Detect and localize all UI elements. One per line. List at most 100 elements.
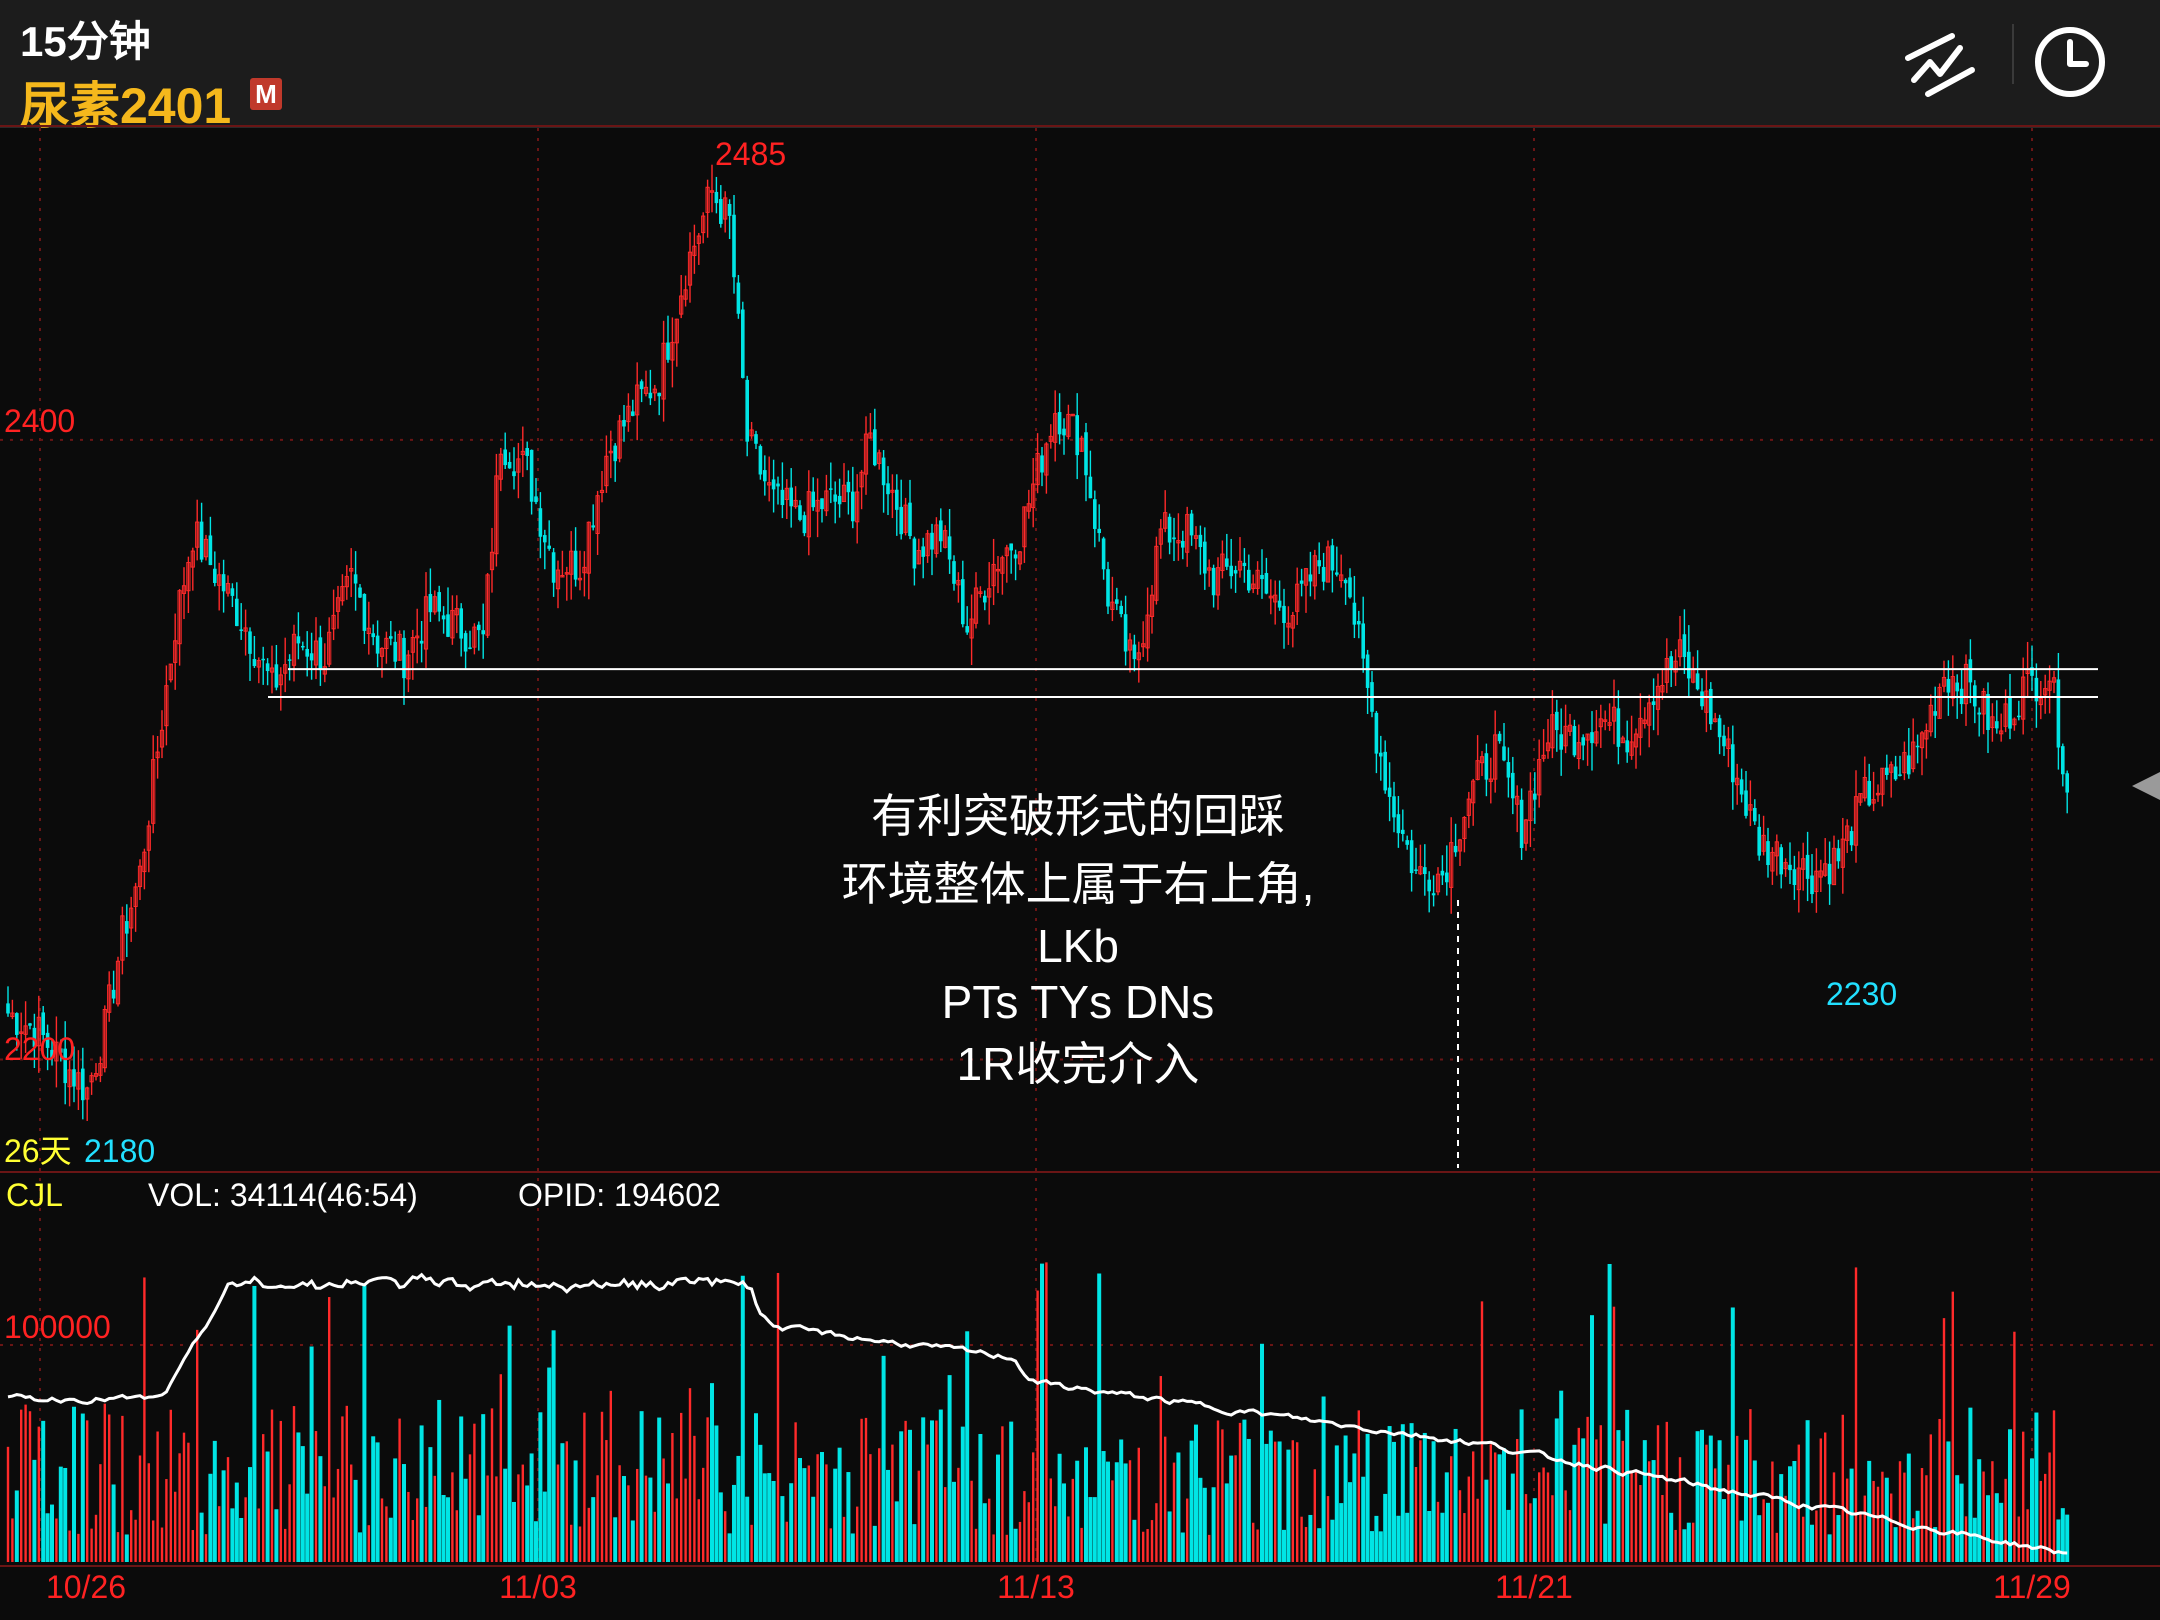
candle-body [696,235,701,244]
candle-body [763,470,767,482]
volume-bar [794,1422,797,1562]
volume-bar [296,1432,301,1562]
candle-body [1374,712,1379,754]
candle-body [1889,764,1894,773]
volume-bar [1383,1493,1388,1562]
volume-bar [1542,1467,1545,1562]
volume-bar [451,1472,454,1562]
candle-body [1365,654,1370,688]
candle-body [1968,659,1973,683]
candle-body [1211,567,1216,596]
candle-body [23,1025,28,1035]
candle-body [608,450,613,454]
candle-body [349,568,354,572]
candle-body [230,588,235,596]
volume-bar [1159,1376,1162,1562]
volume-bar [636,1468,639,1562]
volume-bar [2030,1458,2034,1562]
trendline-drawing-icon[interactable] [1900,22,1980,102]
volume-bar [1361,1476,1366,1562]
volume-bar [1621,1440,1624,1562]
candle-body [111,989,116,999]
volume-bar [1736,1435,1739,1562]
candle-body [890,489,895,493]
candle-body [1101,538,1106,570]
candle-body [252,659,257,667]
symbol-name[interactable]: 尿素2401 [20,78,232,134]
volume-bar [1946,1441,1951,1562]
header-divider [2012,24,2014,84]
volume-bar [587,1507,590,1562]
period-label[interactable]: 15分钟 [20,18,151,65]
candle-body [419,640,424,644]
candle-body [1858,793,1863,803]
candle-body [389,636,393,639]
volume-bar [130,1510,133,1562]
volume-bar [1815,1510,1818,1562]
candle-body [991,563,996,587]
volume-bar [1054,1506,1057,1562]
clock-icon[interactable] [2030,22,2110,102]
candle-body [1004,547,1009,557]
volume-bar [111,1484,116,1562]
candle-body [1335,572,1339,575]
candle-body [406,654,411,680]
candle-body [776,483,780,487]
volume-bar [1357,1410,1360,1562]
volume-bar [1775,1532,1778,1562]
candle-body [1044,443,1049,476]
volume-bar [596,1475,599,1562]
candle-body [1154,545,1159,601]
candle-body [1260,574,1264,580]
volume-bar [265,1451,270,1562]
volume-bar [2065,1514,2070,1562]
candle-body [225,583,231,594]
volume-bar [388,1517,393,1562]
volume-bar [1603,1523,1608,1562]
volume-bar [1630,1470,1633,1562]
volume-bar [1392,1441,1396,1562]
volume-bar [525,1485,530,1562]
volume-bar [688,1388,692,1562]
volume-bar [1739,1520,1744,1562]
volume-bar [613,1517,618,1562]
candle-body [1070,413,1075,417]
volume-bar [798,1458,802,1562]
candle-body [1251,583,1256,590]
candle-body [1585,733,1590,741]
volume-bar [573,1460,578,1562]
candle-body [705,186,710,213]
volume-bar [1502,1448,1506,1562]
candle-body [899,506,903,535]
candle-body [125,921,129,934]
volume-bar [662,1458,665,1562]
candle-body [1457,839,1463,852]
candle-body [859,471,864,488]
volume-bar [314,1431,318,1562]
volume-bar [1444,1472,1449,1562]
candle-body [278,674,283,686]
candle-body [1950,676,1955,699]
candle-body [89,1075,94,1083]
annotation-line-2: 环境整体上属于右上角, [842,858,1315,910]
volume-bar [1572,1444,1577,1562]
candle-body [59,1048,63,1053]
volume-bar [1018,1521,1022,1562]
candle-body [1149,594,1155,617]
volume-bar [891,1444,894,1562]
candle-body [1189,513,1194,536]
candle-body [1567,724,1573,732]
candle-body [1941,676,1947,687]
volume-bar [345,1405,348,1562]
volume-indicator-name[interactable]: CJL [6,1177,63,1213]
candle-body [1497,733,1502,742]
volume-bar [367,1525,370,1562]
candle-body [1616,708,1621,747]
volume-bar [1080,1527,1083,1562]
candle-body [1401,829,1405,834]
volume-bar [1568,1510,1572,1562]
candle-body [1625,740,1629,753]
candle-body [674,318,679,344]
candle-body [1955,682,1959,692]
